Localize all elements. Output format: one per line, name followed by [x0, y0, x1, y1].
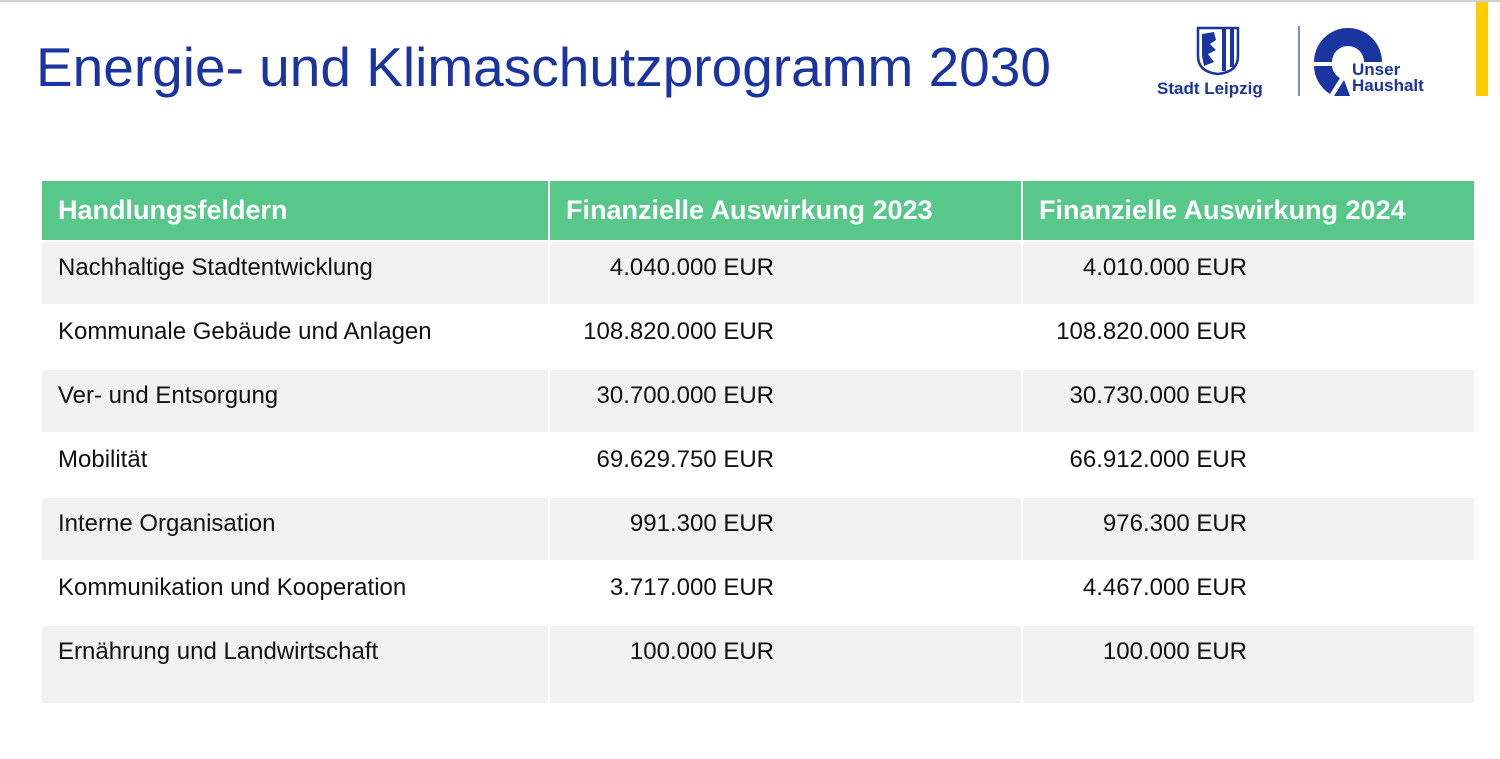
table-row: Mobilität 69.629.750 EUR 66.912.000 EUR [42, 434, 1474, 496]
table-row: Ernährung und Landwirtschaft 100.000 EUR 1… [42, 626, 1474, 703]
table-row: Kommunikation und Kooperation 3.717.000 E… [42, 562, 1474, 624]
field-name: Interne Organisation [42, 498, 548, 560]
coat-of-arms-icon [1196, 26, 1240, 76]
unser-haushalt-icon [1314, 28, 1382, 96]
value-2023: 69.629.750 EUR [550, 434, 1021, 496]
value-2024: 30.730.000 EUR [1023, 370, 1474, 432]
header-handlungsfeldern: Handlungsfeldern [42, 181, 548, 240]
table-row: Kommunale Gebäude und Anlagen 108.820.000… [42, 306, 1474, 368]
budget-table: Handlungsfeldern Finanzielle Auswirkung … [40, 179, 1476, 705]
value-2024: 4.010.000 EUR [1023, 242, 1474, 304]
header-2024: Finanzielle Auswirkung 2024 [1023, 181, 1474, 240]
value-2023: 4.040.000 EUR [550, 242, 1021, 304]
value-2024: 108.820.000 EUR [1023, 306, 1474, 368]
field-name: Ver- und Entsorgung [42, 370, 548, 432]
header-2023: Finanzielle Auswirkung 2023 [550, 181, 1021, 240]
table-row: Interne Organisation 991.300 EUR 976.300 E… [42, 498, 1474, 560]
page-title: Energie- und Klimaschutzprogramm 2030 [36, 36, 1051, 98]
logo-divider [1298, 26, 1300, 96]
field-name: Nachhaltige Stadtentwicklung [42, 242, 548, 304]
value-2024: 66.912.000 EUR [1023, 434, 1474, 496]
value-2023: 3.717.000 EUR [550, 562, 1021, 624]
value-2023: 108.820.000 EUR [550, 306, 1021, 368]
field-name: Kommunikation und Kooperation [42, 562, 548, 624]
table-row: Ver- und Entsorgung 30.700.000 EUR 30.730.… [42, 370, 1474, 432]
field-name: Kommunale Gebäude und Anlagen [42, 306, 548, 368]
field-name: Ernährung und Landwirtschaft [42, 626, 548, 703]
value-2023: 991.300 EUR [550, 498, 1021, 560]
value-2023: 100.000 EUR [550, 626, 1021, 703]
top-border [0, 0, 1500, 2]
table-header-row: Handlungsfeldern Finanzielle Auswirkung … [42, 181, 1474, 240]
value-2023: 30.700.000 EUR [550, 370, 1021, 432]
field-name: Mobilität [42, 434, 548, 496]
value-2024: 4.467.000 EUR [1023, 562, 1474, 624]
value-2024: 100.000 EUR [1023, 626, 1474, 703]
accent-bar [1476, 2, 1488, 96]
table-row: Nachhaltige Stadtentwicklung 4.040.000 EU… [42, 242, 1474, 304]
value-2024: 976.300 EUR [1023, 498, 1474, 560]
